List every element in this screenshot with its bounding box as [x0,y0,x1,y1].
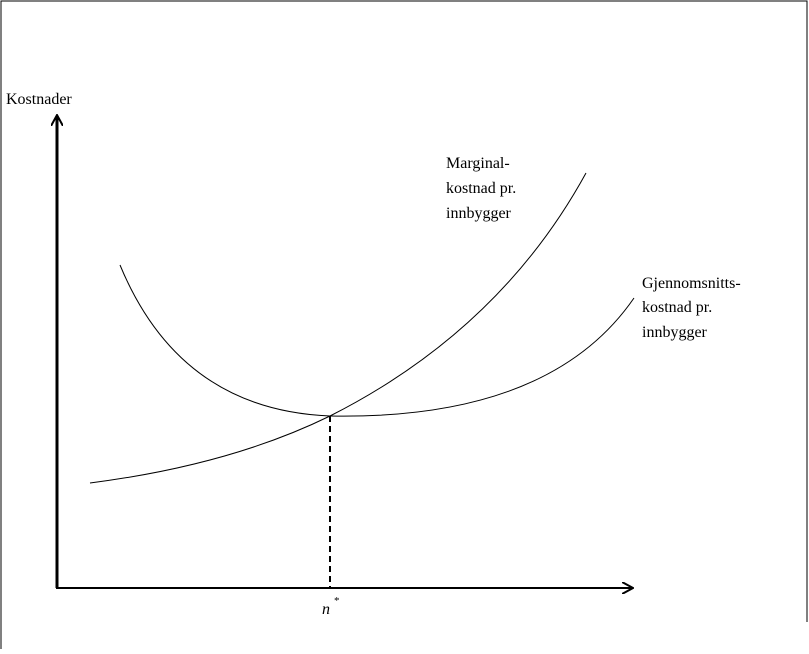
curve-label: kostnad pr. [446,180,516,197]
marginal-cost-curve [89,172,587,484]
average-cost-curve [119,264,635,417]
curve-label: kostnad pr. [642,299,712,316]
curve-label: Marginal- [446,155,510,172]
curve-label: innbygger [642,324,708,341]
curve-label: Gjennomsnitts- [642,275,741,292]
x-axis-label: n [322,601,330,618]
y-axis-label: Kostnader [6,91,72,108]
x-axis-label-sup: * [334,595,340,607]
curve-label: innbygger [446,205,512,222]
